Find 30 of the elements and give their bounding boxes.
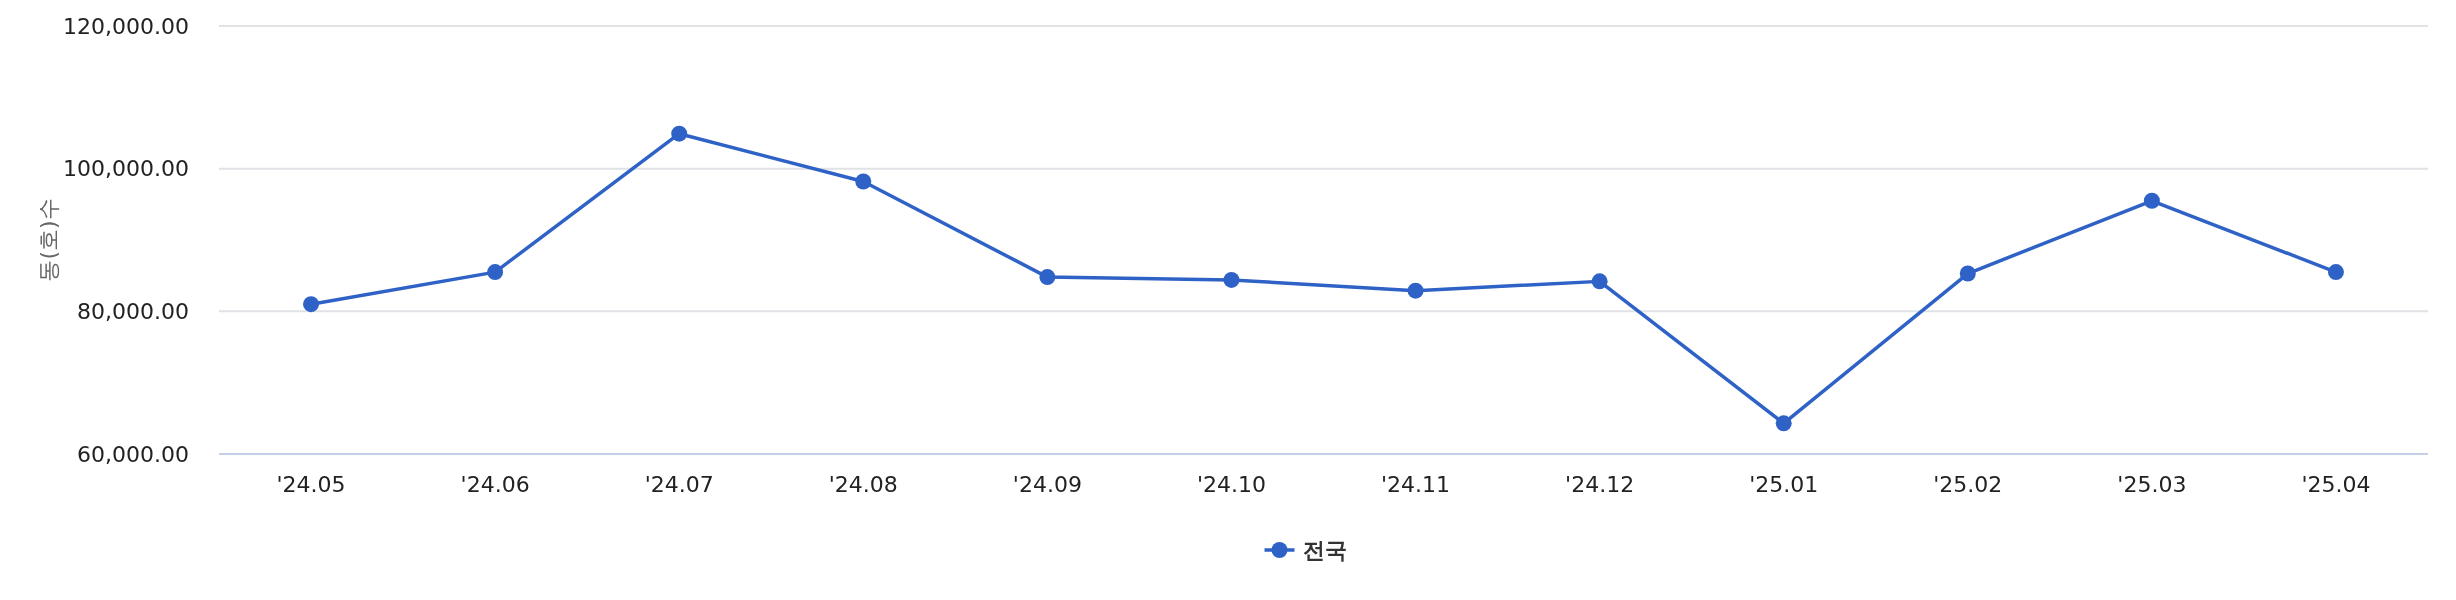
x-tick-label: '24.07 <box>644 472 714 497</box>
x-tick-label: '25.02 <box>1933 472 2003 497</box>
y-tick-label: 120,000.00 <box>63 13 189 39</box>
y-tick-label: 100,000.00 <box>63 156 189 182</box>
x-tick-label: '25.01 <box>1749 472 1819 497</box>
x-tick-label: '25.03 <box>2117 472 2187 497</box>
x-tick-label: '24.08 <box>828 472 898 497</box>
y-axis-title: 동(호)수 <box>36 198 61 282</box>
point <box>855 173 872 190</box>
x-tick-label: '25.04 <box>2301 472 2371 497</box>
point <box>1959 265 1976 282</box>
point <box>303 296 320 313</box>
x-tick-label: '24.12 <box>1565 472 1635 497</box>
x-tick-label: '24.06 <box>460 472 530 497</box>
x-tick-label: '24.09 <box>1012 472 1082 497</box>
legend-label: 전국 <box>1302 537 1347 563</box>
point <box>2143 192 2160 209</box>
point <box>1223 271 1240 288</box>
point <box>2327 264 2344 281</box>
point <box>671 125 688 142</box>
point <box>1591 273 1608 290</box>
point <box>487 264 504 281</box>
x-tick-label: '24.10 <box>1196 472 1266 497</box>
point <box>1039 269 1056 286</box>
point <box>1407 282 1424 299</box>
x-tick-label: '24.05 <box>276 472 346 497</box>
x-tick-label: '24.11 <box>1381 472 1451 497</box>
y-tick-label: 60,000.00 <box>77 441 189 467</box>
y-tick-label: 80,000.00 <box>77 299 189 325</box>
point <box>1775 415 1792 432</box>
